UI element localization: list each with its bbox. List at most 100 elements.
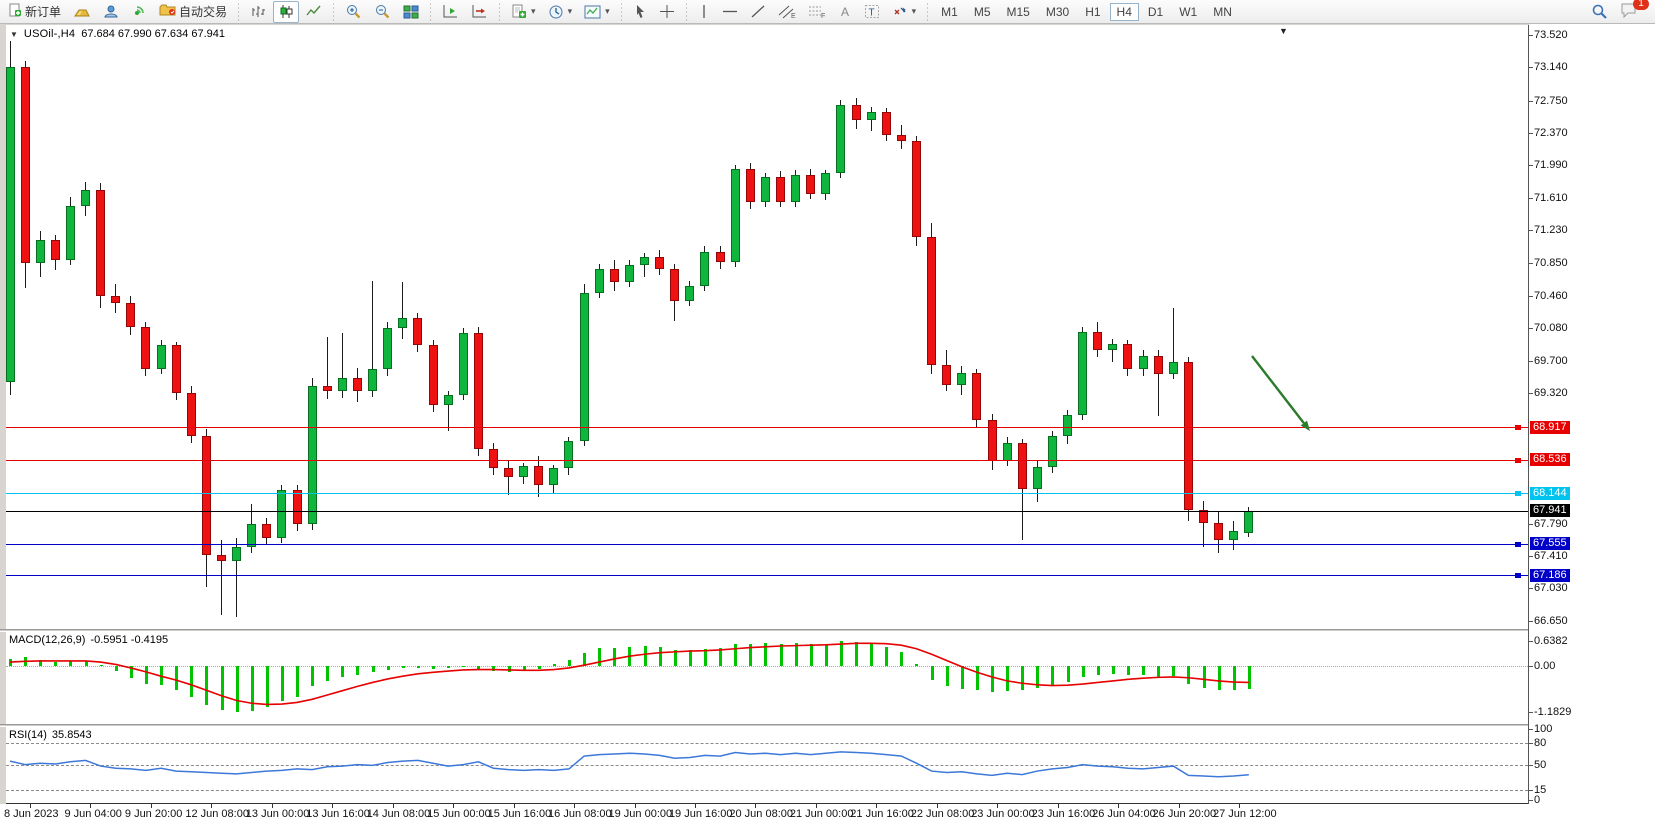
macd-histogram-bar	[341, 666, 345, 677]
timeframe-m15[interactable]: M15	[1006, 4, 1030, 19]
candle	[1032, 467, 1042, 489]
candle	[655, 256, 665, 269]
main-chart-pane[interactable]	[6, 25, 1528, 629]
symbol-label: USOil-,H4	[23, 28, 76, 40]
macd-histogram-bar	[643, 646, 647, 666]
macd-axis-tick	[1528, 640, 1533, 642]
search-icon[interactable]	[1586, 1, 1613, 23]
macd-histogram-bar	[54, 662, 58, 666]
candle-wick	[372, 280, 374, 397]
macd-histogram-bar	[1157, 666, 1161, 677]
pane-separator[interactable]	[0, 724, 1655, 727]
bar-chart-icon[interactable]	[245, 1, 271, 23]
candle	[307, 386, 317, 525]
chevron-down-icon: ▾	[605, 6, 610, 16]
text-tool-icon[interactable]: A	[833, 1, 857, 23]
line-handle[interactable]	[1515, 425, 1521, 431]
candle	[1078, 331, 1088, 416]
toolbar-grip	[925, 2, 931, 21]
channel-tool-icon[interactable]: E	[773, 1, 801, 23]
timeframe-mn[interactable]: MN	[1213, 4, 1232, 19]
time-axis-border	[6, 803, 1528, 804]
timeframe-m30[interactable]: M30	[1045, 4, 1070, 19]
candle-wick	[1157, 350, 1159, 417]
timeframe-h1[interactable]: H1	[1085, 4, 1101, 19]
macd-histogram-bar	[1006, 666, 1010, 692]
macd-histogram-bar	[613, 647, 617, 666]
macd-histogram-bar	[719, 647, 723, 666]
price-level-line[interactable]	[6, 493, 1528, 495]
vertical-line-tool-icon[interactable]	[693, 1, 715, 23]
pane-separator[interactable]	[0, 629, 1655, 632]
time-axis-label: 15 Jun 16:00	[487, 808, 552, 820]
timeframe-m1[interactable]: M1	[941, 4, 958, 19]
candlestick-icon[interactable]	[273, 0, 300, 23]
zoom-out-icon[interactable]	[369, 1, 396, 23]
time-axis-tick	[211, 804, 213, 808]
price-level-line[interactable]	[6, 427, 1528, 429]
rsi-level-line	[6, 764, 1528, 766]
timeframe-m5[interactable]: M5	[973, 4, 991, 19]
candle	[81, 190, 91, 206]
chart-shift-marker[interactable]: ▼	[1279, 26, 1288, 36]
arrow-annotation[interactable]	[1251, 355, 1305, 424]
candle	[594, 268, 604, 293]
candle	[1017, 442, 1027, 489]
price-axis-tick	[1528, 197, 1533, 199]
time-axis-tick	[997, 804, 999, 808]
timeframe-h4[interactable]: H4	[1109, 2, 1139, 21]
macd-histogram-bar	[265, 666, 269, 708]
arrows-tool-button[interactable]: ▾	[887, 1, 922, 23]
signals-icon[interactable]	[126, 1, 152, 23]
crosshair-icon[interactable]	[654, 1, 680, 23]
candle	[881, 111, 891, 135]
time-axis-label: 23 Jun 00:00	[971, 808, 1035, 820]
autotrading-button[interactable]: 自动交易	[154, 1, 232, 23]
candle	[836, 104, 846, 174]
label-tool-icon[interactable]: T	[859, 1, 885, 23]
candle	[458, 333, 468, 395]
gold-icon[interactable]	[68, 1, 96, 23]
rsi-value: 35.8543	[51, 729, 92, 741]
chat-button[interactable]: 1	[1615, 0, 1649, 23]
symbol-dropdown-icon[interactable]: ▼	[10, 29, 18, 39]
line-handle[interactable]	[1515, 491, 1521, 497]
price-level-line[interactable]	[6, 459, 1528, 461]
community-icon[interactable]	[98, 1, 124, 23]
macd-histogram-bar	[160, 666, 164, 685]
new-chart-button[interactable]: ▾	[506, 1, 541, 23]
new-order-button[interactable]: 新订单	[3, 1, 66, 23]
cursor-icon[interactable]	[628, 1, 652, 23]
auto-scroll-icon[interactable]	[437, 1, 464, 23]
macd-histogram-bar	[930, 666, 934, 680]
trendline-tool-icon[interactable]	[745, 1, 771, 23]
time-axis[interactable]	[0, 804, 1655, 829]
chart-shift-icon[interactable]	[466, 1, 493, 23]
price-level-line[interactable]	[6, 543, 1528, 545]
candle	[1093, 331, 1103, 351]
line-handle[interactable]	[1515, 457, 1521, 463]
macd-histogram-bar	[945, 666, 949, 687]
tile-windows-icon[interactable]	[398, 1, 424, 23]
templates-button[interactable]: ▾	[579, 1, 615, 23]
macd-histogram-bar	[1021, 666, 1025, 690]
periods-button[interactable]: ▾	[543, 1, 578, 23]
timeframe-d1[interactable]: D1	[1147, 4, 1164, 19]
line-chart-icon[interactable]	[301, 1, 327, 23]
time-axis-label: 16 Jun 08:00	[548, 808, 612, 820]
candle	[96, 190, 106, 296]
svg-text:E: E	[791, 13, 796, 19]
line-handle[interactable]	[1515, 541, 1521, 547]
timeframe-w1[interactable]: W1	[1179, 4, 1198, 19]
zoom-in-icon[interactable]	[340, 1, 367, 23]
horizontal-line-tool-icon[interactable]	[717, 1, 743, 23]
macd-histogram-bar	[1066, 666, 1070, 682]
candle	[1153, 355, 1163, 374]
rsi-path	[9, 751, 1249, 778]
svg-text:T: T	[868, 8, 874, 19]
line-handle[interactable]	[1515, 573, 1521, 579]
macd-histogram-bar	[673, 649, 677, 666]
price-level-line[interactable]	[6, 575, 1528, 577]
new-order-label: 新订单	[25, 5, 62, 19]
fibonacci-tool-icon[interactable]: F	[803, 1, 831, 23]
